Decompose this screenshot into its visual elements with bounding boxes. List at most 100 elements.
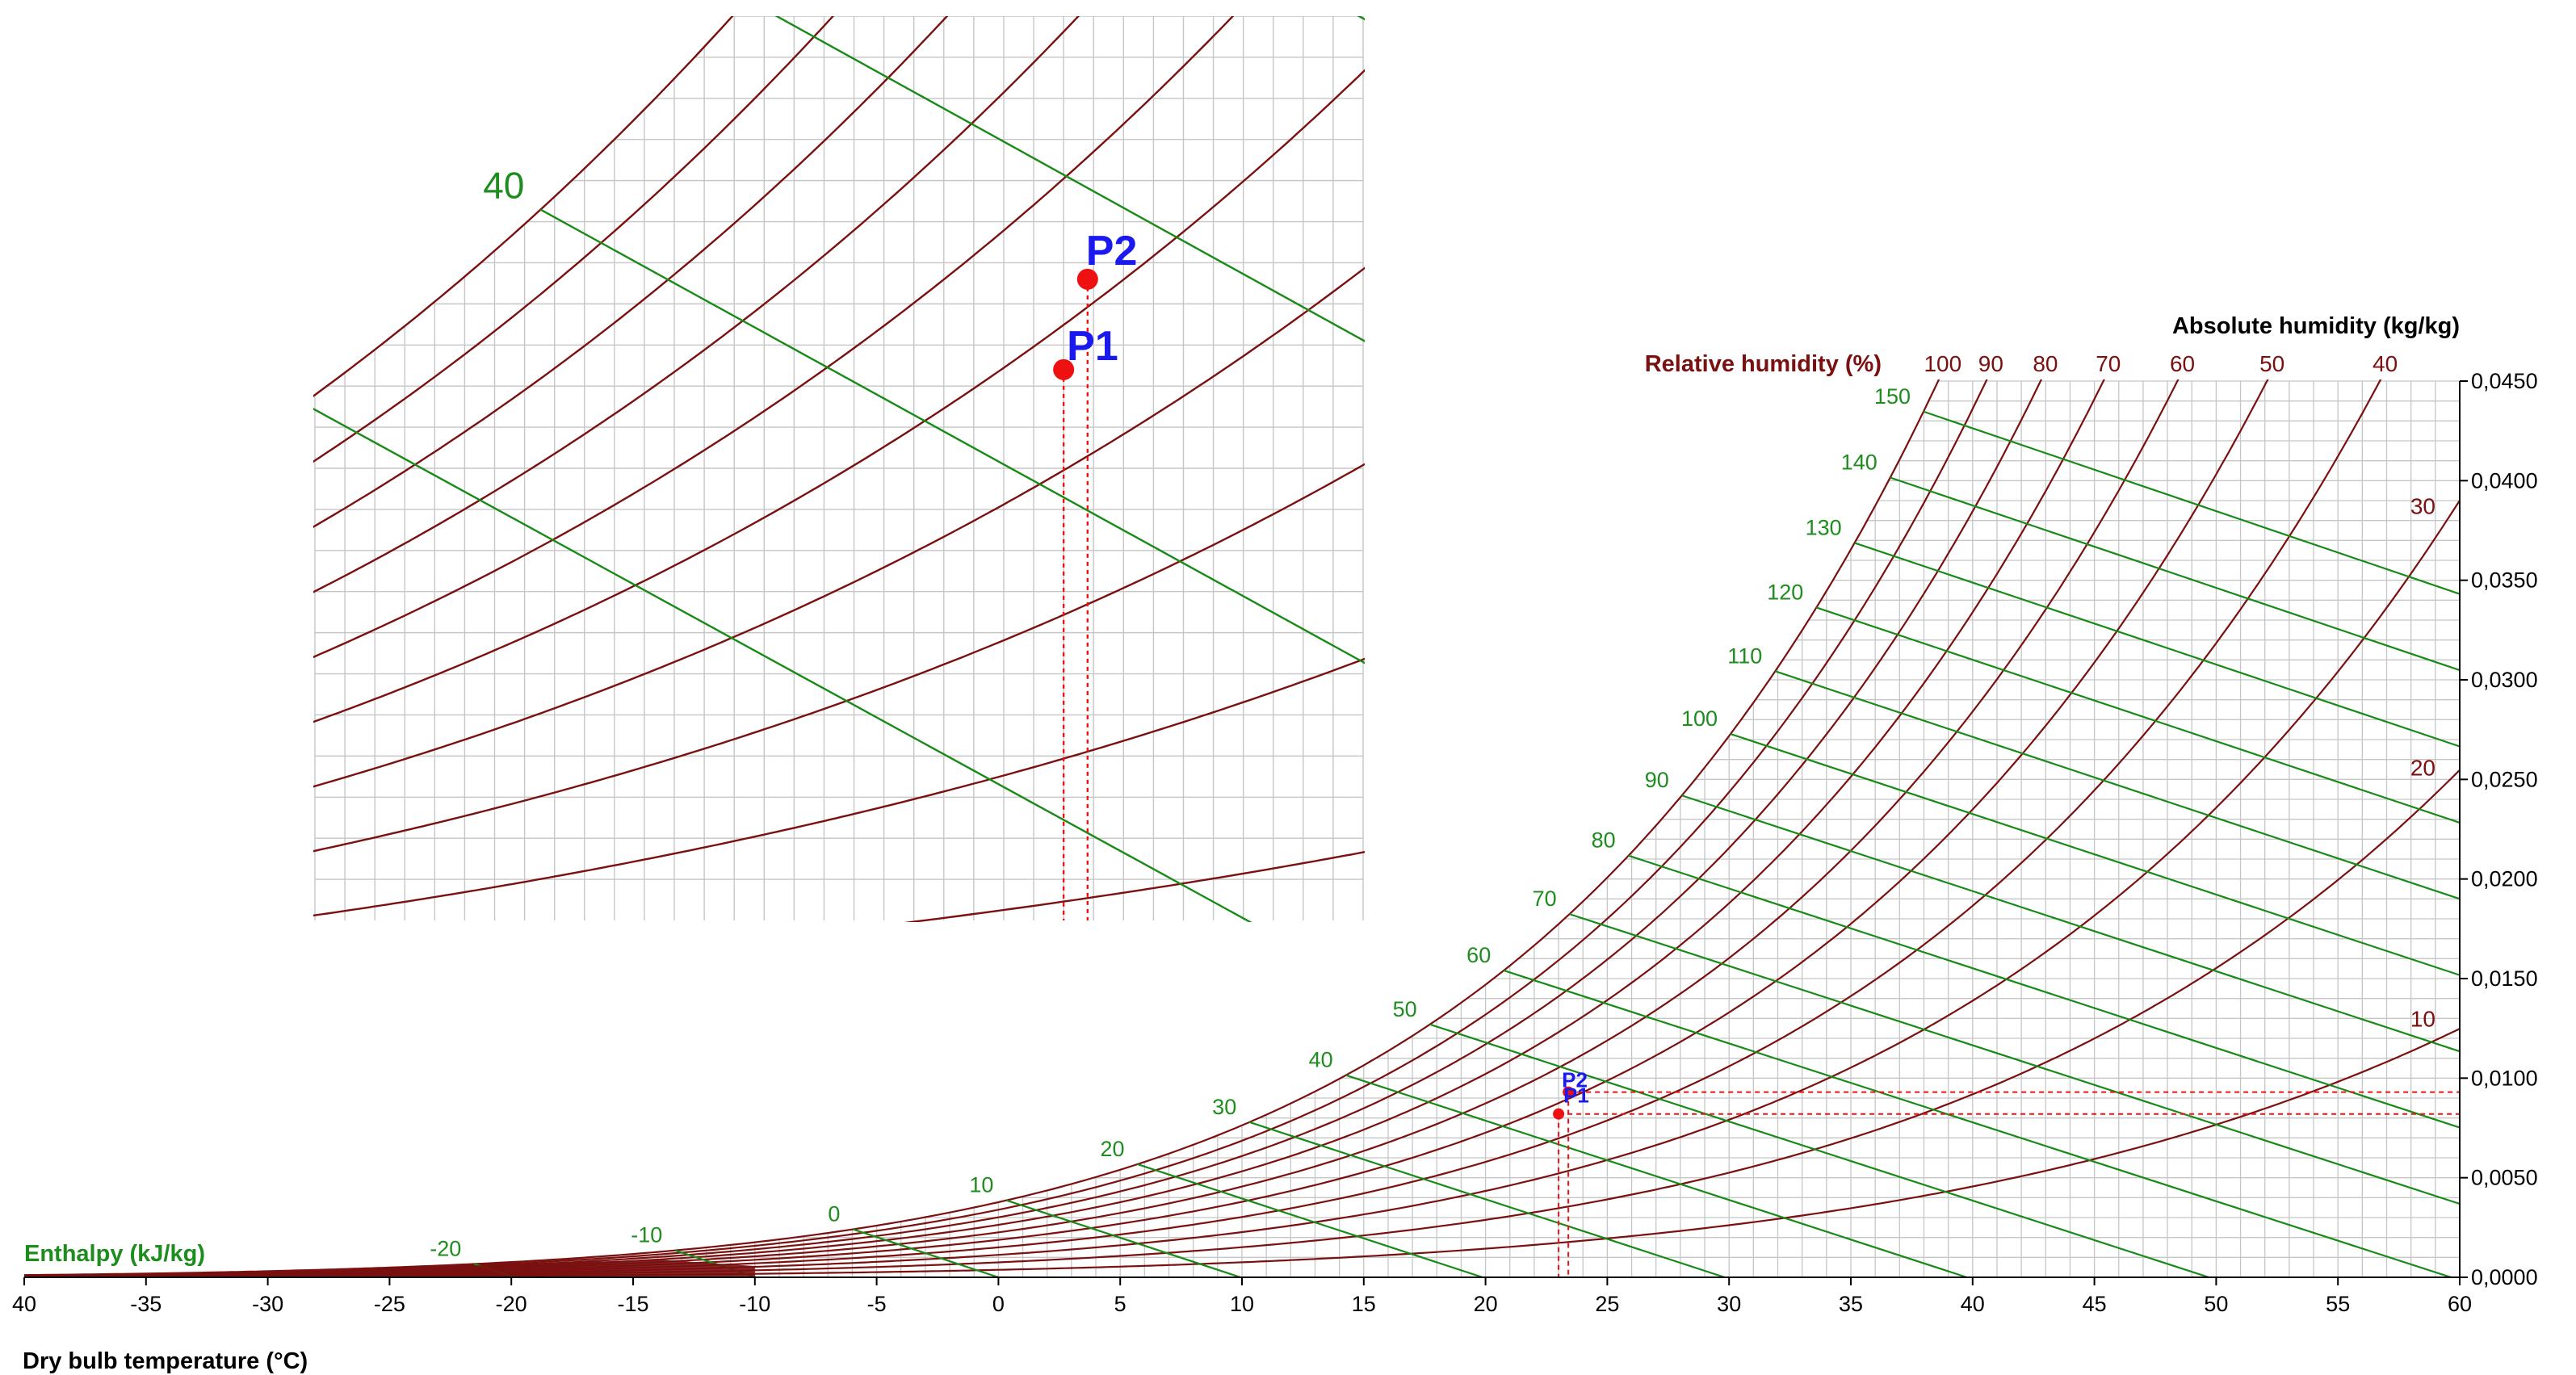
rh-label: 60 xyxy=(2170,351,2195,376)
state-point xyxy=(1563,1086,1575,1098)
inset-enthalpy-line xyxy=(774,16,1365,342)
enthalpy-line xyxy=(1730,732,2461,976)
y-tick-label: 0,0350 xyxy=(2471,568,2538,593)
rh-curve xyxy=(23,379,1940,1276)
enthalpy-line xyxy=(1815,606,2461,824)
state-point xyxy=(1553,1108,1565,1120)
x-tick-label: 40 xyxy=(12,1292,36,1316)
enthalpy-label: 0 xyxy=(828,1202,840,1226)
x-tick-label: 45 xyxy=(2083,1292,2107,1316)
x-tick-label: -15 xyxy=(617,1292,648,1316)
inset-enthalpy-label: 40 xyxy=(483,165,524,207)
rh-label: 70 xyxy=(2096,351,2121,376)
point-label: P2 xyxy=(1562,1068,1588,1092)
x-tick-label: 30 xyxy=(1717,1292,1741,1316)
inset-point-label: P2 xyxy=(1086,228,1138,275)
x-tick-label: 50 xyxy=(2204,1292,2228,1316)
enthalpy-label: 130 xyxy=(1806,515,1842,539)
inset-text: 40 P2 P1 xyxy=(483,165,1137,370)
x-tick-label: 40 xyxy=(1961,1292,1985,1316)
rh-curve xyxy=(24,379,2382,1277)
rh-label: 80 xyxy=(2033,351,2058,376)
enthalpy-label: 140 xyxy=(1841,450,1877,474)
y-tick-label: 0,0200 xyxy=(2471,867,2538,891)
inset-rh-curve xyxy=(904,851,1365,922)
rh-label: 40 xyxy=(2373,351,2398,376)
enthalpy-axis-title: Enthalpy (kJ/kg) xyxy=(24,1241,205,1267)
enthalpy-label: -20 xyxy=(430,1236,461,1260)
enthalpy-line xyxy=(1248,1121,1726,1277)
y-tick-label: 0,0450 xyxy=(2471,369,2538,393)
y-tick-label: 0,0400 xyxy=(2471,468,2538,493)
enthalpy-label: 90 xyxy=(1645,768,1669,792)
main-text: -20 -10 0 10 20 30 40 50 60 70 80 90 100 110 120 130 140… xyxy=(430,351,2435,1260)
inset-rh-curve xyxy=(313,16,1235,659)
inset-rh-curve xyxy=(313,16,734,398)
y-tick-label: 0,0100 xyxy=(2471,1066,2538,1090)
enthalpy-line xyxy=(1774,670,2461,900)
inset-point-label: P1 xyxy=(1067,323,1118,370)
enthalpy-line xyxy=(1429,1023,2209,1277)
enthalpy-label: 20 xyxy=(1101,1137,1125,1161)
saturation-band xyxy=(24,1260,755,1277)
inset-rh-curve xyxy=(313,266,1365,788)
x-tick-label: -25 xyxy=(374,1292,405,1316)
rh-curve xyxy=(24,379,2180,1277)
enthalpy-line xyxy=(1006,1199,1241,1277)
x-tick-label: 25 xyxy=(1595,1292,1619,1316)
y-axis-title: Absolute humidity (kg/kg) xyxy=(2172,313,2460,339)
y-tick-label: 0,0250 xyxy=(2471,767,2538,791)
inset-state-point xyxy=(1053,358,1075,380)
main-grid xyxy=(23,380,2461,1277)
enthalpy-label: 10 xyxy=(969,1173,993,1197)
inset-rh-curve xyxy=(313,69,1365,723)
rh-curve xyxy=(24,379,2269,1277)
inset-plot xyxy=(313,16,1365,922)
x-tick-label: 10 xyxy=(1230,1292,1254,1316)
enthalpy-line xyxy=(1345,1074,1967,1277)
enthalpy-line xyxy=(1137,1163,1483,1277)
inset-enthalpy-line xyxy=(313,407,1252,922)
x-tick-label: -10 xyxy=(739,1292,770,1316)
enthalpy-label: 30 xyxy=(1212,1095,1236,1119)
x-tick-label: -20 xyxy=(496,1292,527,1316)
inset-rh-curve xyxy=(313,463,1365,853)
inset-rh-curve xyxy=(313,657,1365,917)
axes: 40 -35 -30 -25 -20 -15 -10 -5 0 5 10 15 20 25 30 35 40 45… xyxy=(12,369,2538,1316)
x-tick-label: 15 xyxy=(1352,1292,1376,1316)
enthalpy-label: 100 xyxy=(1681,706,1718,731)
rh-label: 30 xyxy=(2410,494,2435,519)
inset-rh-curve xyxy=(313,16,1080,593)
enthalpy-label: 110 xyxy=(1727,643,1762,668)
x-tick-label: -5 xyxy=(867,1292,887,1316)
enthalpy-line xyxy=(1569,913,2461,1205)
inset-rh-curve xyxy=(313,16,835,463)
enthalpy-label: 120 xyxy=(1767,580,1803,604)
x-tick-label: 55 xyxy=(2326,1292,2350,1316)
y-tick-label: 0,0000 xyxy=(2471,1265,2538,1289)
x-tick-label: 0 xyxy=(992,1292,1005,1316)
point-label: P1 xyxy=(1563,1084,1589,1108)
rh-label: 50 xyxy=(2259,351,2284,376)
enthalpy-line xyxy=(1681,794,2461,1053)
inset-enthalpy-line xyxy=(539,208,1365,664)
enthalpy-label: 50 xyxy=(1393,997,1417,1021)
y-tick-label: 0,0050 xyxy=(2471,1166,2538,1190)
x-axis-title: Dry bulb temperature (°C) xyxy=(23,1348,308,1374)
enthalpy-label: 70 xyxy=(1533,887,1557,911)
x-tick-label: 20 xyxy=(1474,1292,1498,1316)
rh-axis-title: Relative humidity (%) xyxy=(1645,351,1882,377)
x-tick-label: -30 xyxy=(252,1292,283,1316)
rh-label: 20 xyxy=(2410,755,2435,780)
rh-label: 10 xyxy=(2410,1006,2435,1031)
y-tick-label: 0,0300 xyxy=(2471,668,2538,692)
inset-rh-curve xyxy=(313,16,949,528)
rh-curve xyxy=(24,379,2105,1277)
enthalpy-line xyxy=(853,1228,999,1277)
main-curves xyxy=(23,379,2461,1277)
y-tick-label: 0,0150 xyxy=(2471,966,2538,991)
enthalpy-line xyxy=(1503,969,2452,1277)
enthalpy-line xyxy=(1923,410,2461,595)
enthalpy-label: 60 xyxy=(1466,943,1491,967)
rh-label: 100 xyxy=(1924,351,1961,376)
